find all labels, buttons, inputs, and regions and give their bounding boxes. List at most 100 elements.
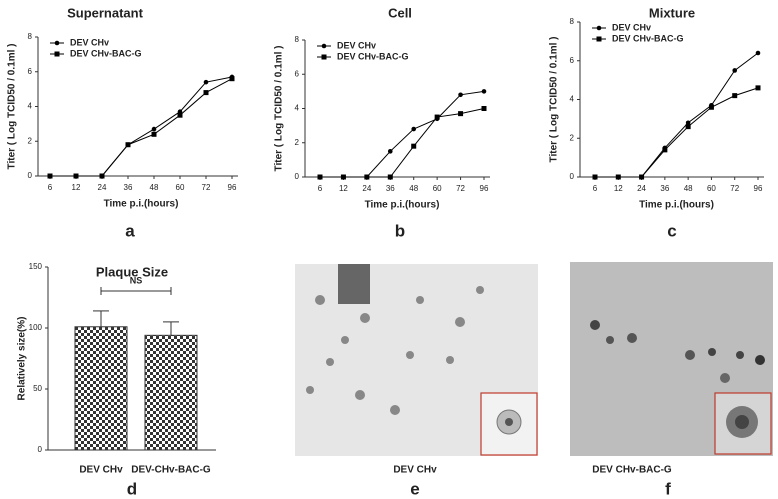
y-tick-label: 2	[295, 138, 300, 147]
marker	[411, 126, 417, 132]
marker	[458, 92, 463, 98]
y-tick-label: 0	[295, 172, 300, 181]
chart-title: Cell	[388, 5, 412, 20]
marker	[229, 76, 235, 82]
y-tick-label: 8	[570, 17, 575, 26]
y-tick-label: 6	[570, 56, 575, 65]
micrograph-e	[295, 264, 538, 456]
x-axis-label: Time p.i.(hours)	[639, 200, 714, 211]
y-tick-label: 50	[33, 384, 42, 393]
x-tick-label: 36	[660, 184, 669, 193]
series-line	[50, 78, 233, 177]
x-tick-label: 6	[318, 184, 323, 193]
x-tick-label: 24	[637, 184, 646, 193]
marker	[151, 126, 157, 132]
y-tick-label: 0	[38, 445, 43, 454]
image-caption: DEV CHv	[393, 465, 437, 476]
legend-marker	[321, 54, 327, 60]
x-axis-label: Time p.i.(hours)	[104, 199, 179, 210]
x-tick-label: 48	[150, 183, 159, 192]
series-line	[320, 108, 485, 178]
marker	[615, 174, 621, 180]
marker	[755, 85, 761, 91]
marker	[203, 90, 209, 96]
micrograph-f	[570, 262, 773, 456]
x-tick-label: 72	[456, 184, 465, 193]
series-line	[595, 87, 759, 178]
legend-marker	[54, 51, 60, 57]
legend-marker	[321, 43, 327, 49]
x-tick-label: 36	[124, 183, 133, 192]
panel-letter: b	[395, 221, 405, 240]
marker	[73, 173, 79, 179]
y-tick-label: 0	[570, 172, 575, 181]
x-tick-label: 60	[707, 184, 716, 193]
marker	[732, 68, 738, 73]
annotation: NS	[130, 275, 143, 285]
marker	[203, 79, 209, 85]
y-tick-label: 4	[28, 102, 33, 111]
y-tick-label: 8	[295, 35, 300, 44]
y-tick-label: 100	[29, 323, 43, 332]
legend-marker	[596, 36, 602, 42]
legend-label: DEV CHv-BAC-G	[70, 48, 142, 58]
marker	[708, 104, 714, 110]
bar	[144, 334, 198, 451]
y-tick-label: 6	[295, 69, 300, 78]
x-tick-label: 72	[202, 183, 211, 192]
x-tick-label: 6	[593, 184, 598, 193]
y-tick-label: 4	[295, 104, 300, 113]
marker	[662, 147, 668, 153]
marker	[99, 173, 105, 179]
legend-marker	[596, 25, 602, 31]
legend-label: DEV CHv	[612, 22, 651, 32]
marker	[151, 131, 157, 137]
marker	[434, 114, 440, 120]
marker	[387, 174, 393, 180]
marker	[317, 174, 323, 180]
x-tick-label: 36	[386, 184, 395, 193]
marker	[364, 174, 370, 180]
x-tick-label: 60	[433, 184, 442, 193]
legend-label: DEV CHv-BAC-G	[612, 33, 684, 43]
y-tick-label: 8	[28, 32, 33, 41]
marker	[732, 93, 738, 99]
marker	[685, 124, 691, 130]
marker	[481, 106, 487, 111]
y-axis-label: Titer ( Log TCID50 / 0.1ml )	[274, 46, 285, 172]
legend-label: DEV CHv	[337, 40, 376, 50]
y-tick-label: 4	[570, 95, 575, 104]
image-caption: DEV CHv-BAC-G	[592, 465, 672, 476]
marker	[755, 50, 761, 56]
panel-letter: f	[665, 479, 671, 498]
y-axis-label: Titer ( Log TCID50 / 0.1ml )	[549, 37, 560, 163]
chart-title: Supernatant	[67, 5, 144, 20]
y-tick-label: 2	[570, 133, 575, 142]
y-tick-label: 6	[28, 67, 33, 76]
marker	[685, 120, 691, 126]
marker	[177, 112, 183, 118]
marker	[387, 149, 393, 154]
x-tick-label: 60	[176, 183, 185, 192]
bar	[74, 326, 128, 451]
x-tick-label: 12	[72, 183, 81, 192]
panel-letter: a	[125, 221, 135, 240]
legend-label: DEV CHv	[70, 37, 109, 47]
marker	[125, 142, 131, 148]
marker	[592, 174, 598, 180]
marker	[340, 174, 346, 180]
panel-letter: c	[667, 221, 676, 240]
x-axis-label: Time p.i.(hours)	[365, 200, 440, 211]
marker	[458, 111, 464, 117]
x-tick-label: 48	[684, 184, 693, 193]
x-tick-label: 96	[480, 184, 489, 193]
x-tick-label: 12	[339, 184, 348, 193]
series-line	[320, 90, 485, 178]
panel-letter: e	[410, 479, 419, 498]
legend-marker	[54, 40, 60, 46]
y-tick-label: 2	[28, 136, 33, 145]
chart-title: Plaque Size	[96, 264, 168, 279]
y-axis-label: Titer ( Log TCID50 / 0.1ml )	[7, 44, 18, 170]
x-tick-label: 48	[409, 184, 418, 193]
